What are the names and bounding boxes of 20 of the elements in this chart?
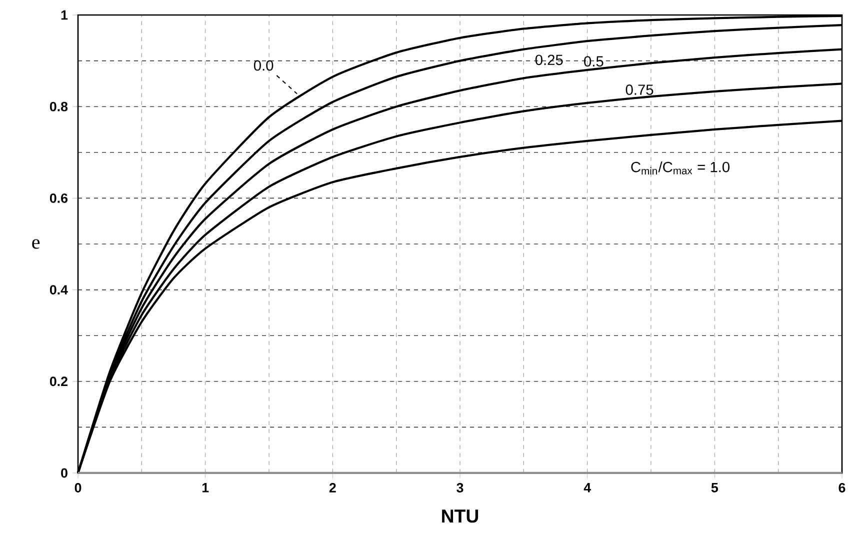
x-tick-label: 0 [74,483,82,492]
x-tick-label: 1 [202,483,209,492]
x-tick-label: 2 [329,483,336,492]
x-tick-label: 4 [584,483,591,492]
series-label: 0.75 [626,84,654,95]
y-tick-label: 0 [61,468,68,478]
y-axis-title: e [32,239,40,249]
series-label: 0.5 [584,56,604,67]
y-tick-label: 0.8 [50,102,68,112]
x-tick-label: 5 [711,483,718,492]
y-tick-label: 0.6 [50,193,68,203]
x-tick-label: 6 [838,483,846,492]
series-label: 0.25 [535,54,563,66]
y-tick-label: 0.4 [50,285,68,295]
y-tick-label: 1 [61,10,68,20]
text: 0.0 [254,60,274,71]
y-tick-label: 0.2 [50,376,68,386]
x-axis-title: NTU [442,510,478,523]
x-tick-label: 3 [456,483,464,492]
series-label: C$_{min}$/C$_{max}$ = 1.0 [631,161,730,174]
